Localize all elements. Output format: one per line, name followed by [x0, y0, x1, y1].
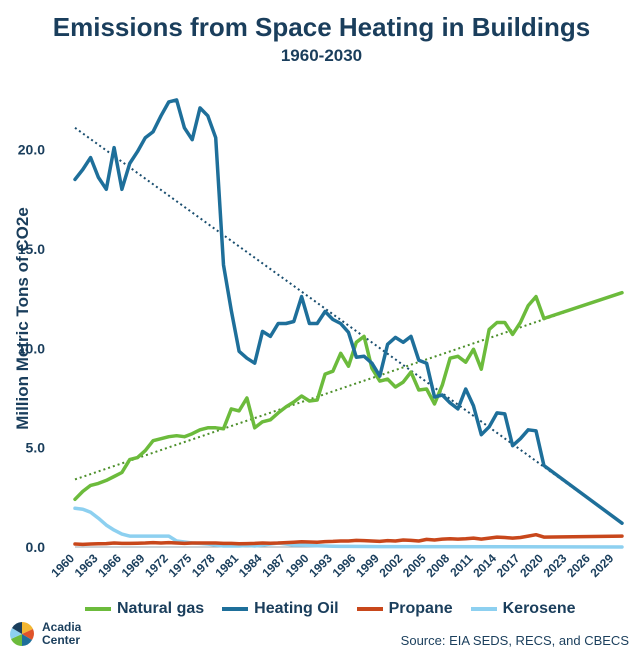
y-tick-label: 20.0: [18, 142, 45, 158]
x-tick-label: 1966: [95, 551, 124, 580]
legend-label-kerosene: Kerosene: [502, 600, 576, 617]
legend-label-heating-oil: Heating Oil: [254, 600, 339, 617]
line-chart: 0.0 5.0 10.0 15.0 20.0 Million Metric Tons of…: [13, 98, 624, 580]
x-tick-label: 1993: [306, 551, 335, 580]
y-tick-label: 15.0: [18, 241, 45, 257]
x-tick-label: 2014: [470, 551, 499, 580]
x-tick-label: 1996: [330, 551, 359, 580]
legend-item-propane: Propane: [356, 600, 453, 618]
y-axis-label: Million Metric Tons of CO2e: [13, 207, 32, 430]
legend-swatch-kerosene: [470, 607, 497, 611]
x-tick-label: 1999: [353, 551, 382, 580]
x-tick-label: 1969: [119, 551, 148, 580]
x-tick-label: 2008: [423, 551, 452, 580]
x-tick-label: 1960: [48, 551, 77, 580]
legend-item-heating-oil: Heating Oil: [222, 600, 339, 618]
y-tick-label: 5.0: [26, 440, 46, 456]
legend-item-kerosene: Kerosene: [470, 600, 576, 618]
source-note: Source: EIA SEDS, RECS, and CBECS: [400, 633, 629, 648]
x-tick-label: 2029: [588, 551, 617, 580]
series-line-kerosene: [73, 506, 624, 549]
x-tick-label: 2023: [541, 551, 570, 580]
x-tick-label: 1963: [72, 551, 101, 580]
series-line-heating-oil: [73, 98, 624, 525]
chart-subtitle: 1960-2030: [280, 46, 363, 65]
y-tick-label: 0.0: [26, 539, 46, 555]
legend-item-natural-gas: Natural gas: [85, 600, 204, 618]
trendline-natural-gas: [74, 291, 623, 481]
trendline-heating-oil: [74, 126, 623, 525]
x-tick-label: 2020: [517, 551, 546, 580]
x-tick-label: 1984: [236, 551, 265, 580]
x-tick-label: 1981: [212, 551, 241, 580]
legend-swatch-propane: [356, 607, 383, 611]
logo-line-2: Center: [42, 633, 81, 647]
y-tick-label: 10.0: [18, 340, 45, 356]
x-tick-label: 2026: [564, 551, 593, 580]
legend: Natural gas Heating Oil Propane Kerosene: [85, 600, 576, 618]
x-tick-label: 2005: [400, 551, 429, 580]
legend-label-propane: Propane: [388, 600, 453, 617]
x-tick-label: 1972: [142, 551, 171, 580]
logo-text: Acadia Center: [42, 621, 81, 647]
acadia-center-logo: Acadia Center: [8, 620, 81, 648]
series-line-propane: [73, 532, 624, 547]
x-tick-label: 1975: [166, 551, 195, 580]
legend-swatch-natural-gas: [85, 607, 111, 611]
series-line-natural-gas: [73, 294, 546, 502]
x-tick-label: 2017: [494, 551, 523, 580]
x-tick-label: 1978: [189, 551, 218, 580]
logo-line-1: Acadia: [42, 620, 82, 634]
x-tick-label: 1987: [259, 551, 288, 580]
x-tick-label: 2002: [377, 551, 406, 580]
x-tick-label: 2011: [447, 551, 476, 580]
x-tick-label: 1990: [283, 551, 312, 580]
logo-mark-icon: [10, 621, 34, 647]
legend-label-natural-gas: Natural gas: [117, 600, 205, 617]
projection-natural-gas: [542, 290, 624, 321]
legend-swatch-heating-oil: [222, 607, 249, 611]
chart-title: Emissions from Space Heating in Building…: [52, 12, 591, 42]
